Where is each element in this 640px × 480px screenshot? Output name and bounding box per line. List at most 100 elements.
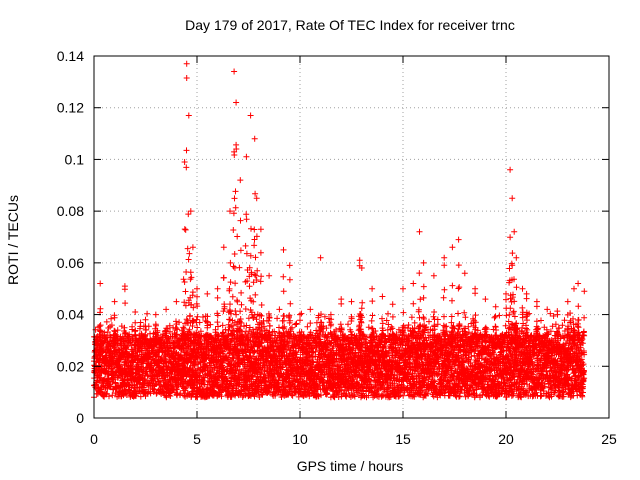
data-point	[114, 327, 121, 334]
data-point	[183, 147, 190, 154]
data-point	[280, 273, 287, 280]
data-point	[187, 269, 194, 276]
data-point	[298, 310, 305, 317]
data-point	[231, 152, 238, 158]
data-point	[287, 300, 294, 307]
data-point	[250, 315, 257, 321]
data-point	[337, 321, 344, 328]
data-point	[182, 226, 189, 233]
data-point	[229, 293, 236, 300]
data-point	[183, 164, 190, 171]
data-point	[181, 279, 188, 285]
data-point	[252, 291, 259, 298]
data-point	[112, 328, 118, 335]
data-point	[230, 227, 237, 233]
data-point	[232, 188, 239, 195]
data-point	[97, 322, 104, 329]
data-point	[242, 306, 249, 312]
data-point	[141, 377, 148, 384]
data-point	[227, 259, 234, 266]
data-point	[106, 393, 112, 400]
data-point	[92, 362, 99, 369]
data-point	[251, 226, 258, 233]
data-point	[379, 320, 386, 327]
data-point	[232, 280, 239, 287]
data-point	[304, 323, 311, 330]
data-point	[368, 317, 375, 324]
data-point	[236, 264, 243, 271]
data-point	[258, 273, 265, 280]
data-point	[251, 242, 258, 249]
data-point	[385, 310, 391, 317]
data-point	[155, 332, 162, 339]
data-point	[103, 318, 110, 325]
data-point	[238, 289, 245, 296]
data-point	[185, 256, 192, 263]
data-point	[214, 294, 221, 301]
data-point	[147, 390, 154, 397]
data-point	[345, 321, 351, 328]
data-point	[237, 247, 244, 254]
data-point	[400, 392, 407, 399]
data-point	[286, 276, 293, 283]
data-point	[214, 319, 221, 326]
data-point	[400, 309, 407, 316]
data-point	[231, 195, 238, 202]
data-point	[219, 322, 226, 329]
data-point	[237, 308, 244, 315]
data-point	[182, 288, 189, 295]
data-point	[274, 315, 281, 322]
data-point	[358, 305, 365, 312]
data-point	[180, 276, 187, 283]
data-point	[109, 392, 116, 399]
data-point	[203, 318, 210, 325]
data-point	[257, 278, 264, 285]
data-point	[97, 305, 104, 312]
data-point	[242, 242, 249, 249]
data-point	[144, 310, 151, 317]
data-point	[189, 289, 196, 296]
data-point	[307, 320, 314, 327]
grid-layer	[94, 56, 609, 418]
data-point	[359, 299, 366, 306]
data-point	[258, 302, 265, 308]
data-point	[111, 314, 118, 321]
data-point	[238, 301, 245, 308]
data-point	[237, 217, 244, 224]
data-point	[232, 204, 239, 211]
data-point	[231, 251, 238, 257]
data-point	[266, 322, 273, 329]
data-point	[280, 288, 287, 295]
data-point	[369, 298, 376, 305]
data-point	[194, 313, 201, 320]
data-point	[293, 321, 300, 327]
data-point	[173, 318, 179, 325]
data-points-layer	[91, 60, 588, 401]
data-point	[233, 311, 240, 318]
data-point	[234, 298, 241, 305]
data-point	[297, 317, 303, 324]
data-point	[247, 295, 254, 302]
data-point	[197, 328, 204, 335]
data-point	[119, 334, 126, 341]
data-point	[137, 319, 144, 326]
data-point	[98, 328, 104, 335]
data-point	[104, 329, 111, 335]
data-point	[227, 301, 233, 308]
data-point	[248, 225, 254, 232]
data-point	[194, 293, 200, 300]
data-point	[121, 324, 128, 331]
data-point	[97, 327, 104, 334]
data-point	[143, 326, 150, 333]
data-point	[227, 279, 234, 286]
data-point	[132, 319, 139, 326]
data-point	[154, 352, 160, 359]
data-point	[122, 300, 129, 307]
data-point	[181, 226, 188, 233]
data-point	[183, 75, 190, 81]
chart-title: Day 179 of 2017, Rate Of TEC Index for r…	[185, 17, 515, 33]
data-point	[234, 233, 241, 240]
data-point	[108, 322, 115, 329]
data-point	[369, 312, 376, 319]
